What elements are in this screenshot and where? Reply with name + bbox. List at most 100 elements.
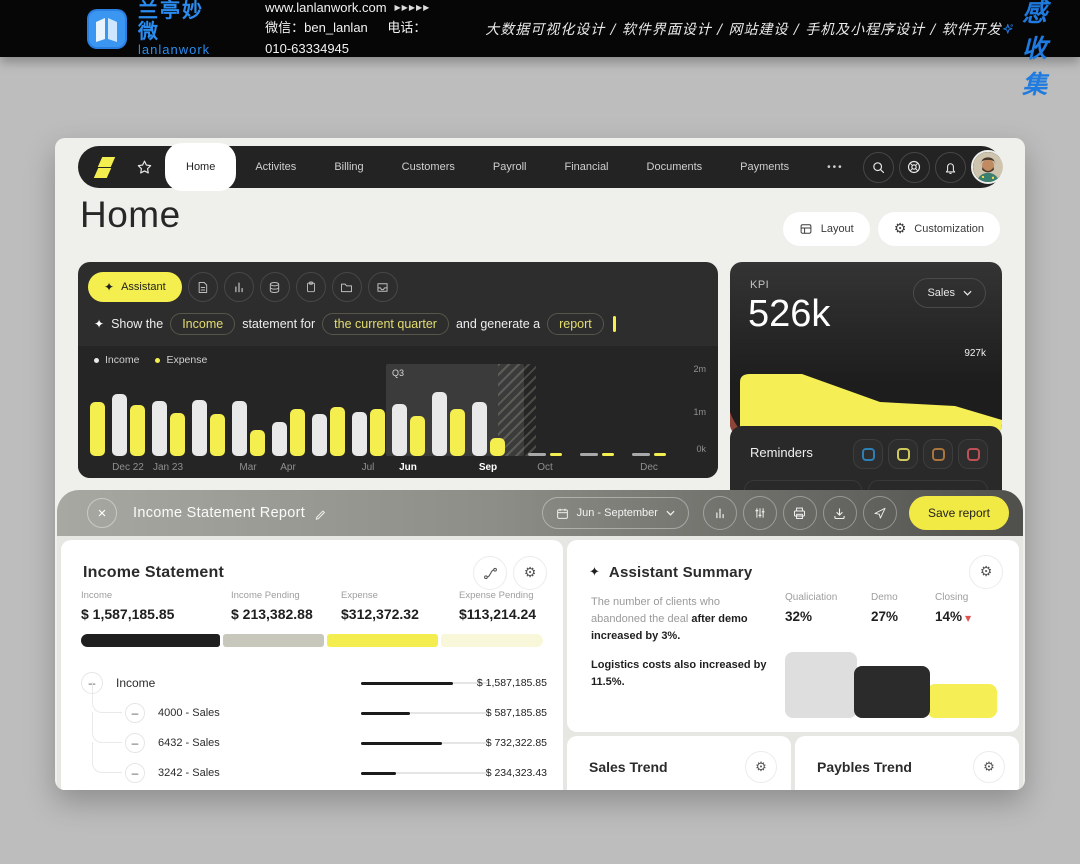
- close-button[interactable]: ×: [87, 498, 117, 528]
- assistant-card: ✦ Assistant ✦ Show the Income statement fo…: [78, 262, 718, 478]
- stat-value: $312,372.32: [341, 606, 419, 622]
- prompt-token[interactable]: report: [547, 313, 604, 335]
- assistant-button[interactable]: ✦ Assistant: [88, 272, 182, 302]
- nav-tab-activites[interactable]: Activites: [255, 161, 297, 173]
- save-report-button[interactable]: Save report: [908, 496, 1009, 530]
- promo-banner: 兰亭妙微 lanlanwork www.lanlanwork.com ▶▶▶▶▶…: [0, 0, 1080, 99]
- customization-button[interactable]: ⚙ Customization: [877, 212, 1000, 246]
- funnel-stats: Qualiciation 32% Demo 27% Closing 14% ▼: [785, 592, 971, 624]
- kpi-area-chart: [730, 374, 1002, 436]
- assistant-summary-settings-button[interactable]: ⚙: [969, 555, 1003, 589]
- kpi-metric-selector[interactable]: Sales: [913, 278, 986, 308]
- chart-view-button[interactable]: [702, 496, 737, 530]
- layout-button-label: Layout: [820, 223, 854, 235]
- x-axis-label: Dec: [640, 462, 658, 473]
- x-axis-label: Mar: [239, 462, 257, 473]
- kpi-card: KPI 526k Sales 927k: [730, 262, 1002, 436]
- funnel-bar: [854, 666, 930, 718]
- income-expense-progress-bar: [81, 634, 543, 647]
- assistant-prompt[interactable]: ✦ Show the Income statement for the current…: [78, 302, 718, 341]
- amount-bar-fill: [361, 711, 410, 715]
- x-axis-label: Sep: [478, 462, 498, 473]
- x-axis-label: Jun: [399, 462, 417, 473]
- favorite-star-icon[interactable]: [136, 152, 153, 182]
- stat-value: $ 213,382.88: [231, 606, 313, 622]
- data-flow-button[interactable]: [473, 556, 507, 590]
- stat: Expense $312,372.32: [341, 590, 459, 622]
- progress-segment: [327, 634, 439, 647]
- send-button[interactable]: [862, 496, 897, 530]
- nav-tab-documents[interactable]: Documents: [646, 161, 703, 173]
- download-button[interactable]: [822, 496, 857, 530]
- expense-bar: [450, 409, 465, 456]
- reminder-color-button[interactable]: [958, 439, 988, 469]
- notifications-button[interactable]: [934, 151, 966, 183]
- stat-label: Income: [81, 590, 113, 601]
- funnel-stat: Demo 27%: [871, 592, 935, 624]
- layout-button[interactable]: Layout: [782, 212, 870, 246]
- collapse-toggle[interactable]: –: [125, 733, 145, 753]
- sliders-icon: [755, 508, 765, 518]
- tree-row: – 6432 - Sales $ 732,322.85: [61, 712, 563, 758]
- nav-tab-home[interactable]: Home: [165, 143, 237, 191]
- modal-title: Income Statement Report: [133, 505, 306, 521]
- reminder-color-button[interactable]: [853, 439, 883, 469]
- reminder-color-button[interactable]: [888, 439, 918, 469]
- date-range-selector[interactable]: Jun - September: [541, 497, 689, 529]
- download-icon: [834, 508, 846, 519]
- decrease-indicator-icon: ▼: [965, 614, 972, 623]
- nav-tab-financial[interactable]: Financial: [564, 161, 609, 173]
- collapse-toggle[interactable]: –: [125, 763, 145, 783]
- edit-title-button[interactable]: [314, 507, 327, 520]
- nav-tab-customers[interactable]: Customers: [401, 161, 455, 173]
- document-tool-button[interactable]: [187, 272, 218, 302]
- nav-tab-payments[interactable]: Payments: [740, 161, 790, 173]
- database-tool-button[interactable]: [259, 272, 290, 302]
- amount-bar-track: [361, 741, 489, 745]
- nav-tab-payroll[interactable]: Payroll: [492, 161, 527, 173]
- support-button[interactable]: [898, 151, 930, 183]
- reminder-color-swatch: [931, 447, 945, 461]
- clipboard-tool-button[interactable]: [295, 272, 326, 302]
- summary-text: The number of clients who abandoned the …: [591, 594, 775, 691]
- wechat-contact: 微信：ben_lanlan: [265, 20, 368, 36]
- services-tagline: 大数据可视化设计 / 软件界面设计 / 网站建设 / 手机及小程序设计 / 软件…: [485, 21, 1002, 38]
- income-statement-settings-button[interactable]: ⚙: [513, 556, 547, 590]
- nav-tabs-overflow-button[interactable]: •••: [827, 161, 844, 173]
- print-button[interactable]: [782, 496, 817, 530]
- income-bar: [432, 392, 447, 456]
- folder-tool-button[interactable]: [331, 272, 362, 302]
- paybles-trend-settings-button[interactable]: ⚙: [973, 751, 1005, 783]
- expense-bar: [210, 414, 225, 456]
- x-axis-label: Jul: [361, 462, 375, 473]
- nav-tab-billing[interactable]: Billing: [334, 161, 364, 173]
- reminder-color-button[interactable]: [923, 439, 953, 469]
- y-axis-label: 0k: [696, 444, 706, 454]
- collapse-toggle[interactable]: –: [125, 703, 145, 723]
- user-avatar[interactable]: [970, 150, 1005, 184]
- chart-tool-button[interactable]: [223, 272, 254, 302]
- expense-bar: [330, 407, 345, 456]
- inbox-tool-button[interactable]: [367, 272, 398, 302]
- flat-income-dash: [528, 453, 546, 456]
- search-button[interactable]: [862, 151, 894, 183]
- sales-trend-settings-button[interactable]: ⚙: [745, 751, 777, 783]
- bar-chart-icon: [234, 282, 243, 293]
- expense-bar: [170, 413, 185, 456]
- chart-plot-area: Q3 Dec 22 Jan 23 Mar Apr Jul Jun Sep Oct Dec: [88, 364, 674, 474]
- filters-button[interactable]: [742, 496, 777, 530]
- flat-expense-dash: [654, 453, 666, 456]
- paybles-trend-title: Paybles Trend: [817, 759, 912, 775]
- paybles-trend-card: Paybles Trend ⚙: [795, 736, 1019, 790]
- prompt-token[interactable]: the current quarter: [322, 313, 449, 335]
- expense-bar: [90, 402, 105, 456]
- prompt-token[interactable]: Income: [170, 313, 236, 335]
- kpi-peak-label: 927k: [964, 348, 986, 359]
- income-bar: [392, 404, 407, 456]
- app-logo-icon[interactable]: [92, 156, 122, 178]
- funnel-stat-label: Demo: [871, 592, 898, 603]
- stat-value: $113,214.24: [459, 606, 537, 622]
- funnel-stat-label: Closing: [935, 592, 969, 603]
- account-name: Income: [116, 676, 156, 690]
- gear-icon: ⚙: [523, 565, 537, 581]
